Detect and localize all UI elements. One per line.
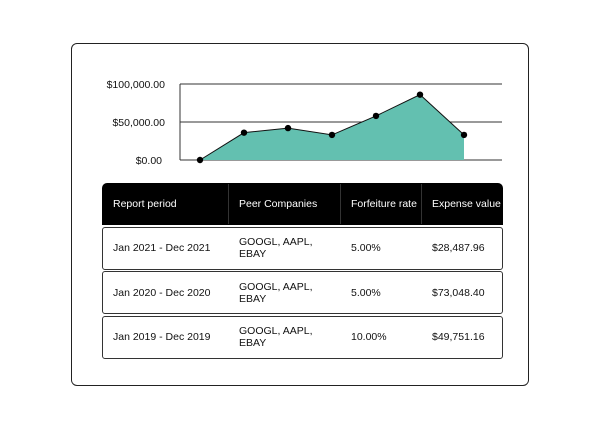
data-point[interactable]	[372, 112, 380, 120]
cell-forfeiture-rate: 10.00%	[351, 331, 387, 343]
cell-forfeiture-rate: 5.00%	[351, 286, 381, 299]
cell-peer-companies: GOOGL, AAPL, EBAY	[239, 280, 313, 305]
data-point[interactable]	[328, 131, 336, 139]
cell-forfeiture-rate: 5.00%	[351, 242, 381, 254]
cell-peer-companies: GOOGL, AAPL, EBAY	[239, 325, 313, 349]
y-tick-label: $100,000.00	[107, 79, 166, 91]
cell-report-period: Jan 2021 - Dec 2021	[113, 242, 211, 254]
table-row[interactable]: Jan 2021 - Dec 2021 GOOGL, AAPL, EBAY 5.…	[102, 226, 503, 270]
cell-peer-companies: GOOGL, AAPL, EBAY	[239, 236, 313, 260]
header-report-period[interactable]: Report period	[103, 184, 229, 224]
header-peer-companies[interactable]: Peer Companies	[229, 184, 341, 224]
data-point[interactable]	[240, 129, 248, 136]
cell-report-period: Jan 2019 - Dec 2019	[113, 331, 211, 343]
y-tick-label: $50,000.00	[112, 117, 165, 129]
table-row[interactable]: Jan 2019 - Dec 2019 GOOGL, AAPL, EBAY 10…	[102, 315, 503, 359]
data-point[interactable]	[284, 124, 292, 132]
cell-expense-value: $73,048.40	[432, 286, 485, 299]
table-row[interactable]: Jan 2020 - Dec 2020 GOOGL, AAPL, EBAY 5.…	[102, 271, 503, 314]
y-tick-label: $0.00	[136, 155, 162, 167]
header-expense-value[interactable]: Expense value	[432, 198, 501, 210]
data-point[interactable]	[460, 131, 468, 139]
expense-chart: $100,000.00 $50,000.00 $0.00	[107, 79, 502, 167]
data-point[interactable]	[196, 156, 204, 164]
expense-table: Report period Peer Companies Forfeiture …	[102, 183, 503, 360]
cell-expense-value: $49,751.16	[432, 331, 485, 343]
cell-expense-value: $28,487.96	[432, 242, 485, 254]
header-forfeiture-rate[interactable]: Forfeiture rate	[341, 184, 422, 224]
table-header: Report period Peer Companies Forfeiture …	[102, 183, 503, 225]
area-fill	[200, 94, 464, 160]
data-point[interactable]	[416, 91, 424, 98]
cell-report-period: Jan 2020 - Dec 2020	[113, 286, 211, 299]
